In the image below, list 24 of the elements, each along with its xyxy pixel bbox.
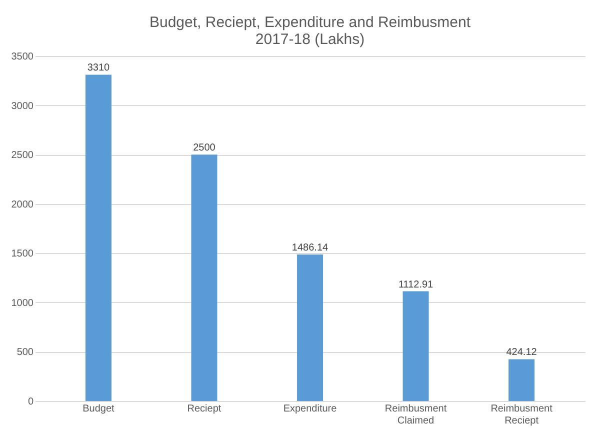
y-tick-label: 1500 (11, 248, 34, 260)
y-tick-label: 1000 (11, 298, 34, 309)
x-tick-label: Reimbusment Claimed (384, 404, 447, 426)
x-tick-label: Budget (82, 404, 115, 414)
data-label: 3310 (87, 62, 110, 74)
data-label: 2500 (193, 142, 216, 154)
y-tick-label: 0 (28, 396, 34, 408)
bar (297, 254, 323, 401)
data-label: 1112.91 (398, 279, 434, 290)
y-tick-label: 2000 (11, 199, 34, 210)
bar (85, 74, 112, 401)
bar (191, 154, 218, 401)
chart-title: Budget, Reciept, Expenditure and Reimbusment 2017-18 (Lakhs) (149, 14, 472, 48)
x-tick-label: Reciept (187, 404, 222, 414)
y-tick-label: 500 (16, 347, 34, 358)
bar (508, 359, 535, 401)
data-label: 424.12 (506, 347, 538, 358)
y-tick-label: 3000 (11, 100, 34, 112)
y-tick-label: 2500 (11, 150, 34, 162)
x-tick-label: Reimbusment Reciept (490, 404, 553, 426)
x-tick-label: Expenditure (283, 404, 338, 414)
data-label: 1486.14 (292, 242, 329, 254)
bar (402, 291, 429, 401)
y-tick-label: 3500 (11, 52, 34, 62)
